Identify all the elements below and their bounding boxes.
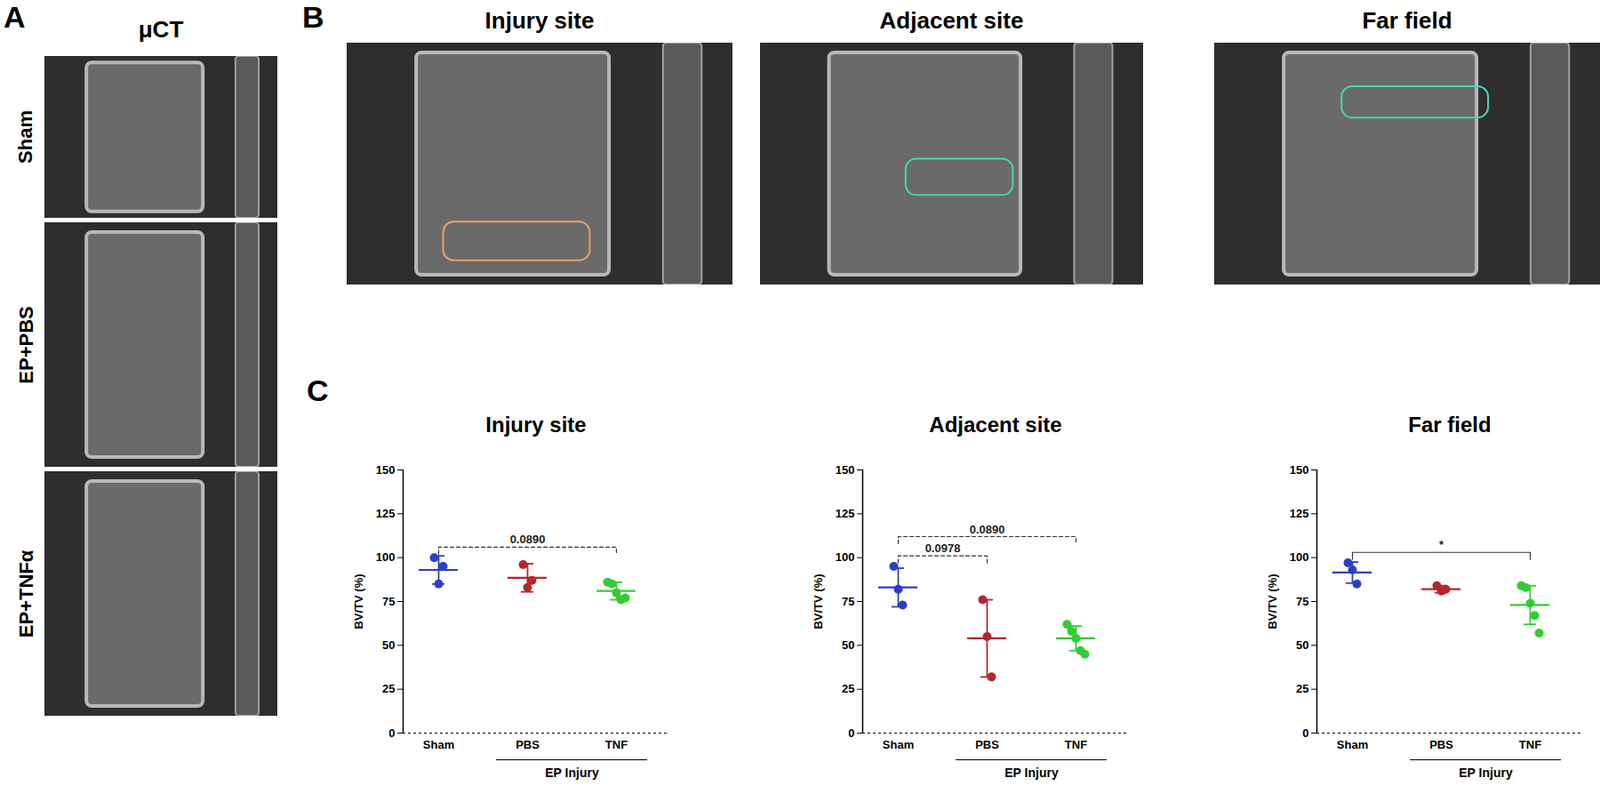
svg-text:50: 50 — [1296, 638, 1309, 652]
svg-text:0.0890: 0.0890 — [510, 532, 546, 546]
svg-text:0: 0 — [848, 726, 855, 740]
svg-text:100: 100 — [1289, 550, 1310, 564]
html-text:μCT: μCT — [138, 16, 184, 43]
html-text:Adjacent site: Adjacent site — [929, 412, 1062, 437]
svg-text:0: 0 — [1302, 726, 1309, 740]
svg-text:Sham: Sham — [1336, 737, 1368, 752]
svg-text:100: 100 — [835, 550, 856, 564]
html-text:Injury site: Injury site — [485, 412, 587, 437]
html-text:Adjacent site: Adjacent site — [879, 7, 1024, 34]
svg-text:50: 50 — [382, 638, 395, 652]
html-text:Far field: Far field — [1362, 7, 1453, 34]
svg-text:100: 100 — [376, 550, 396, 564]
svg-text:TNF: TNF — [1064, 737, 1088, 752]
svg-text:PBS: PBS — [975, 737, 1000, 752]
svg-text:0.0890: 0.0890 — [969, 522, 1006, 536]
svg-text:75: 75 — [841, 594, 855, 608]
html-text:C: C — [306, 373, 329, 408]
svg-text:BV/TV (%): BV/TV (%) — [1265, 573, 1280, 629]
svg-text:EP Injury: EP Injury — [1458, 765, 1513, 780]
svg-text:125: 125 — [1289, 506, 1310, 520]
svg-text:125: 125 — [835, 506, 856, 520]
svg-text:Sham: Sham — [423, 737, 455, 752]
svg-text:Sham: Sham — [882, 737, 914, 752]
svg-text:150: 150 — [1289, 463, 1310, 477]
svg-text:25: 25 — [841, 681, 855, 696]
html-text:Injury site: Injury site — [484, 7, 595, 34]
svg-text:EP Injury: EP Injury — [544, 765, 600, 780]
svg-text:PBS: PBS — [1429, 737, 1454, 752]
html-text:Far field: Far field — [1408, 412, 1492, 437]
html-text:EP+TNFα: EP+TNFα — [14, 549, 37, 638]
svg-text:0: 0 — [388, 726, 395, 740]
svg-text:BV/TV (%): BV/TV (%) — [352, 573, 366, 629]
svg-text:150: 150 — [835, 463, 856, 477]
svg-text:50: 50 — [841, 638, 855, 652]
svg-text:TNF: TNF — [1519, 737, 1542, 752]
svg-text:BV/TV (%): BV/TV (%) — [811, 573, 825, 629]
html-text:EP+PBS: EP+PBS — [14, 305, 37, 384]
svg-text:PBS: PBS — [515, 737, 540, 752]
svg-text:25: 25 — [382, 681, 395, 696]
svg-text:150: 150 — [376, 463, 396, 477]
svg-text:EP Injury: EP Injury — [1004, 765, 1059, 780]
svg-text:0.0978: 0.0978 — [925, 541, 961, 555]
html-text:A: A — [3, 0, 26, 34]
svg-text:TNF: TNF — [605, 737, 628, 752]
html-text:B: B — [302, 0, 325, 34]
svg-text:125: 125 — [376, 506, 396, 520]
svg-text:75: 75 — [1296, 594, 1309, 608]
html-text:Sham: Sham — [14, 110, 37, 164]
svg-text:25: 25 — [1296, 681, 1309, 696]
svg-text:*: * — [1439, 537, 1445, 552]
svg-text:75: 75 — [382, 594, 395, 608]
